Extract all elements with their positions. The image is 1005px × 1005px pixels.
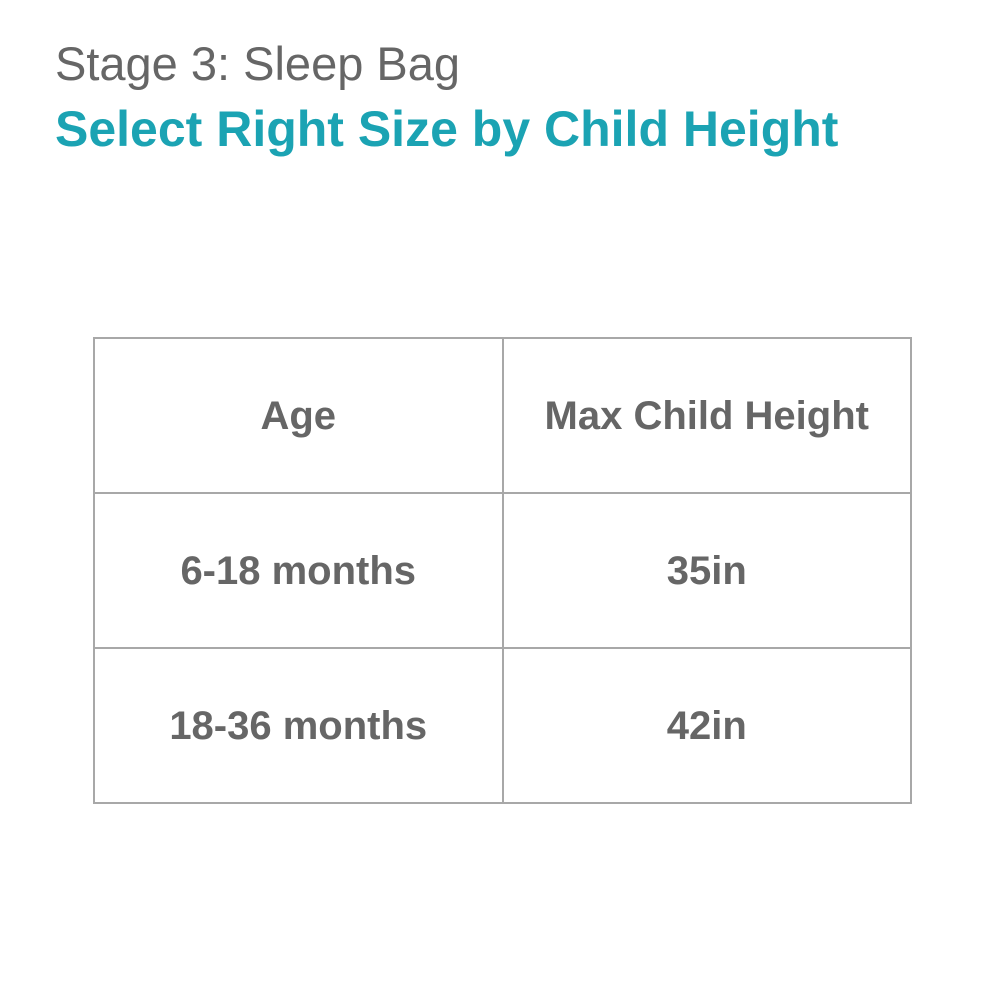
cell-max-height: 42in xyxy=(501,647,912,804)
header-max-height: Max Child Height xyxy=(501,337,912,494)
table-row: 6-18 months 35in xyxy=(93,492,912,649)
header-age: Age xyxy=(93,337,504,494)
cell-max-height: 35in xyxy=(501,492,912,649)
size-chart-table: Age Max Child Height 6-18 months 35in 18… xyxy=(93,337,912,804)
table-header-row: Age Max Child Height xyxy=(93,337,912,494)
table-row: 18-36 months 42in xyxy=(93,647,912,804)
cell-age: 18-36 months xyxy=(93,647,504,804)
cell-age: 6-18 months xyxy=(93,492,504,649)
page-subtitle: Stage 3: Sleep Bag xyxy=(55,37,461,90)
page-title: Select Right Size by Child Height xyxy=(55,101,839,157)
